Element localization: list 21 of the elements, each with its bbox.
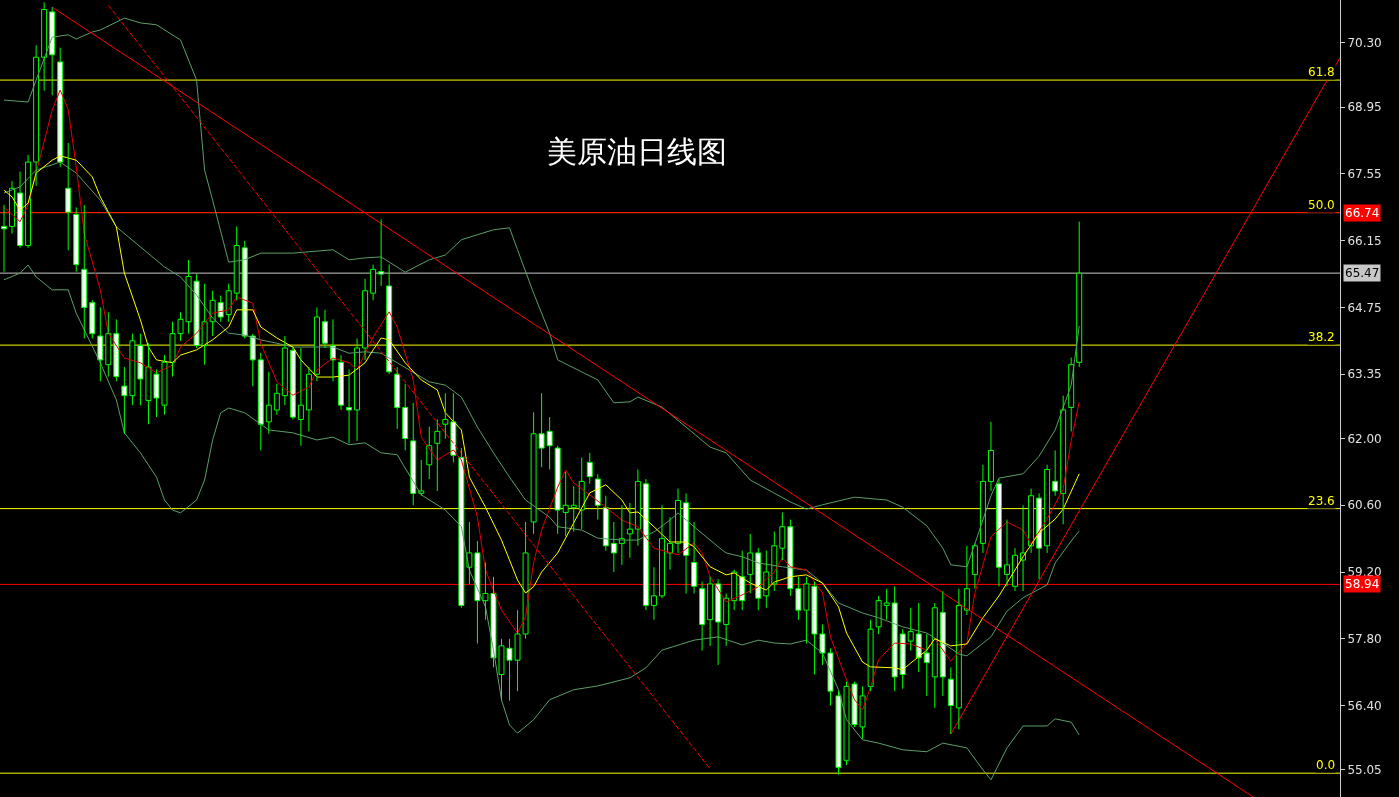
y-tick-label: 63.35 <box>1347 367 1382 382</box>
y-tick-label: 56.40 <box>1347 698 1382 713</box>
y-tick-label: 55.05 <box>1347 763 1382 778</box>
annotation: 61.8 <box>1308 65 1335 79</box>
ref-line-label: 65.47 <box>1345 266 1380 280</box>
y-tick-label: 62.00 <box>1347 431 1382 446</box>
annotation: 23.6 <box>1308 494 1335 508</box>
y-tick-label: 57.80 <box>1347 631 1382 646</box>
y-tick-label: 59.20 <box>1347 565 1382 580</box>
y-tick-label: 70.30 <box>1347 36 1382 51</box>
annotation: 50.0 <box>1308 198 1335 212</box>
y-tick-label: 60.60 <box>1347 498 1382 513</box>
ref-line-label: 66.74 <box>1345 206 1380 220</box>
y-tick-label: 68.95 <box>1347 100 1382 115</box>
y-tick-label: 67.55 <box>1347 167 1382 182</box>
text: 美原油日线图 <box>546 133 727 169</box>
ref-line-label: 58.94 <box>1345 577 1380 591</box>
annotation: 0.0 <box>1316 758 1336 772</box>
annotation: 38.2 <box>1308 330 1335 344</box>
y-tick-label: 64.75 <box>1347 300 1382 315</box>
y-tick-label: 66.15 <box>1347 233 1382 248</box>
